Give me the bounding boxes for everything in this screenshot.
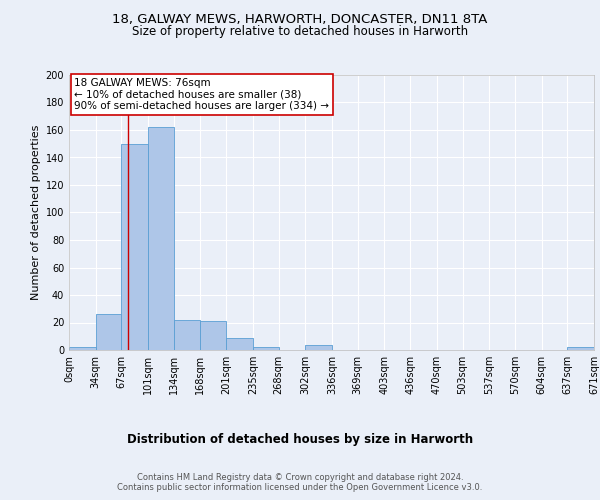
Text: Size of property relative to detached houses in Harworth: Size of property relative to detached ho… [132,25,468,38]
Text: 18 GALWAY MEWS: 76sqm
← 10% of detached houses are smaller (38)
90% of semi-deta: 18 GALWAY MEWS: 76sqm ← 10% of detached … [74,78,329,111]
Bar [69,347,95,350]
Bar [305,344,332,350]
Bar [95,314,121,350]
Bar [121,144,148,350]
Bar [568,347,594,350]
Bar [253,347,278,350]
Text: Contains HM Land Registry data © Crown copyright and database right 2024.
Contai: Contains HM Land Registry data © Crown c… [118,472,482,492]
Text: Distribution of detached houses by size in Harworth: Distribution of detached houses by size … [127,432,473,446]
Bar [148,127,174,350]
Bar [200,321,226,350]
Text: 18, GALWAY MEWS, HARWORTH, DONCASTER, DN11 8TA: 18, GALWAY MEWS, HARWORTH, DONCASTER, DN… [112,12,488,26]
Bar [226,338,253,350]
Bar [174,320,200,350]
Y-axis label: Number of detached properties: Number of detached properties [31,125,41,300]
